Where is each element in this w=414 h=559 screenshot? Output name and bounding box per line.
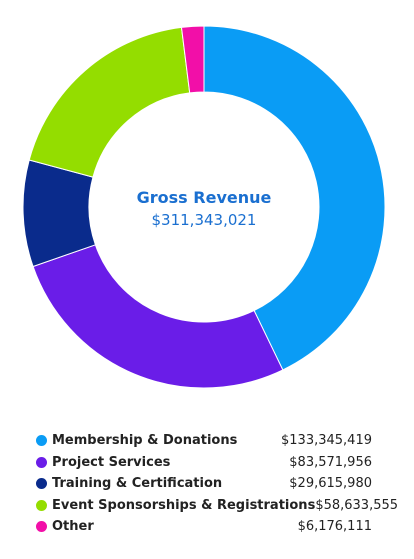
legend-value: $133,345,419 bbox=[281, 433, 372, 449]
legend-item[interactable]: Event Sponsorships & Registrations $58,63… bbox=[36, 495, 398, 517]
legend-value: $58,633,555 bbox=[315, 497, 399, 513]
donut-slice[interactable] bbox=[203, 25, 386, 371]
donut-chart: Gross Revenue $311,343,021 bbox=[22, 25, 386, 389]
legend-label: Event Sponsorships & Registrations bbox=[52, 497, 316, 513]
legend-value: $83,571,956 bbox=[289, 454, 372, 470]
legend-item[interactable]: Training & Certification $29,615,980 bbox=[36, 473, 372, 495]
legend-item[interactable]: Other $6,176,111 bbox=[36, 516, 372, 538]
donut-slice[interactable] bbox=[28, 26, 191, 178]
legend-dot-icon bbox=[36, 521, 47, 533]
legend-value: $6,176,111 bbox=[297, 519, 372, 535]
donut-slice[interactable] bbox=[32, 244, 284, 389]
donut-slices bbox=[22, 25, 386, 389]
legend-dot-icon bbox=[36, 499, 47, 511]
legend-dot-icon bbox=[36, 435, 47, 447]
legend-dot-icon bbox=[36, 456, 47, 468]
center-title: Gross Revenue bbox=[137, 188, 272, 207]
donut-slice[interactable] bbox=[180, 25, 205, 94]
center-value: $311,343,021 bbox=[152, 211, 257, 229]
legend-label: Project Services bbox=[52, 454, 171, 470]
chart-legend: Membership & Donations $133,345,419 Projec… bbox=[36, 430, 398, 538]
legend-label: Training & Certification bbox=[52, 476, 223, 492]
legend-item[interactable]: Project Services $83,571,956 bbox=[36, 452, 372, 474]
legend-dot-icon bbox=[36, 478, 47, 490]
legend-value: $29,615,980 bbox=[289, 476, 372, 492]
legend-item[interactable]: Membership & Donations $133,345,419 bbox=[36, 430, 372, 452]
legend-label: Membership & Donations bbox=[52, 433, 238, 449]
legend-label: Other bbox=[52, 519, 94, 535]
